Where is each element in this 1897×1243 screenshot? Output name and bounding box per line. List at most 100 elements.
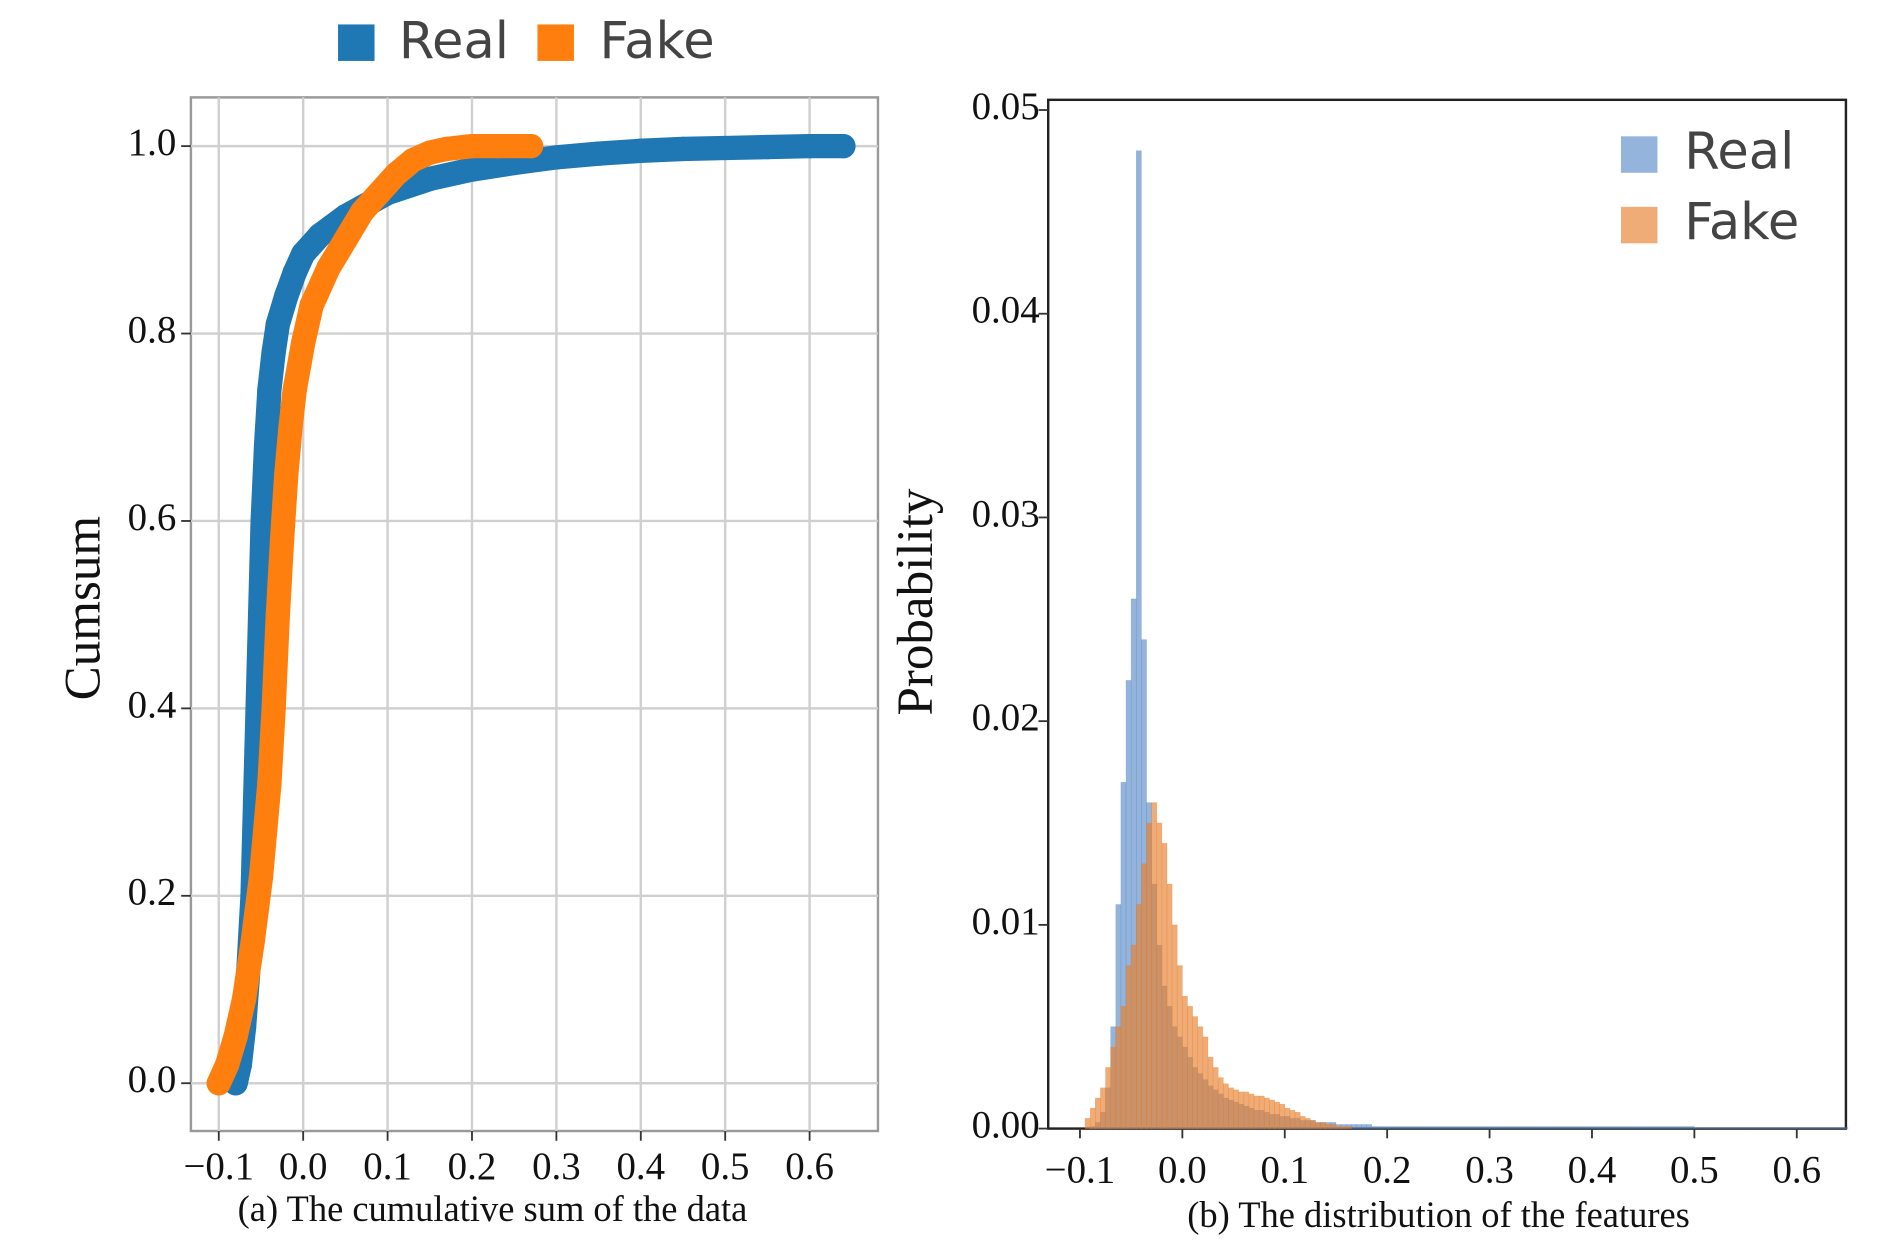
point xyxy=(713,135,738,161)
point xyxy=(586,141,611,166)
histogram-bar xyxy=(1340,1126,1347,1129)
point xyxy=(248,864,274,890)
histogram-bar xyxy=(1135,904,1142,1129)
y-axis-title: Cumsum xyxy=(54,516,111,700)
histogram-bar xyxy=(1274,1101,1280,1129)
histogram-bar xyxy=(1320,1122,1327,1129)
histogram-bar xyxy=(1310,1120,1316,1129)
point xyxy=(274,283,299,309)
histogram-bar xyxy=(1243,1091,1250,1129)
plot-area xyxy=(1046,98,1848,1130)
point xyxy=(265,312,291,337)
legend-label: Fake xyxy=(1684,193,1799,252)
histogram-bar xyxy=(1228,1087,1234,1129)
histogram-bar xyxy=(1796,1127,1849,1129)
histogram-bar xyxy=(1238,1091,1245,1129)
histogram-bar xyxy=(1279,1103,1286,1129)
histogram-bar xyxy=(1141,863,1147,1129)
x-tick-label: 0.3 xyxy=(532,1145,581,1188)
x-tick-label: −0.1 xyxy=(183,1145,254,1188)
legend-swatch xyxy=(1620,206,1658,244)
point xyxy=(628,138,653,163)
point xyxy=(831,133,856,159)
histogram-bar xyxy=(1212,1067,1219,1129)
x-tick-label: 0.6 xyxy=(1772,1148,1821,1191)
histogram-bar xyxy=(1233,1089,1239,1129)
histogram-bar xyxy=(1315,1122,1321,1129)
point xyxy=(307,222,333,248)
x-tick-label: 0.2 xyxy=(1363,1148,1412,1191)
histogram-bar xyxy=(1269,1099,1275,1129)
histogram-bar xyxy=(1151,802,1158,1129)
point xyxy=(485,133,510,159)
histogram-bar xyxy=(1694,1127,1746,1129)
point xyxy=(231,986,257,1012)
histogram-bar xyxy=(1166,883,1173,1129)
y-tick-label: 0.05 xyxy=(972,85,1040,128)
point xyxy=(282,260,307,285)
histogram-bar xyxy=(1304,1118,1311,1129)
histogram-bar xyxy=(1366,1124,1373,1129)
histogram-bar xyxy=(1110,1046,1117,1129)
histogram-bar xyxy=(1248,1093,1255,1129)
legend-label: Real xyxy=(399,12,509,71)
point xyxy=(223,1024,248,1049)
point xyxy=(269,527,295,552)
point xyxy=(459,157,485,182)
histogram-bar xyxy=(1197,1026,1204,1129)
histogram-bar xyxy=(1325,1124,1332,1129)
point xyxy=(383,162,409,187)
x-tick-label: 0.5 xyxy=(701,1145,750,1188)
histogram-bar xyxy=(1171,924,1178,1129)
histogram-bar xyxy=(1100,1087,1106,1129)
point xyxy=(755,134,780,160)
x-tick-label: 0.0 xyxy=(279,1145,328,1188)
y-tick-label: 0.01 xyxy=(972,900,1040,943)
point xyxy=(206,1071,231,1096)
histogram-bar xyxy=(1217,1077,1224,1129)
histogram-bar xyxy=(1187,1006,1193,1129)
x-tick-label: −0.1 xyxy=(1045,1148,1116,1191)
histogram-bar xyxy=(1120,1006,1127,1129)
histogram-bar xyxy=(1284,1107,1291,1129)
point xyxy=(544,145,569,170)
histogram-bar xyxy=(1330,1124,1337,1129)
point xyxy=(350,199,375,224)
point xyxy=(299,293,324,318)
x-tick-label: 0.1 xyxy=(1260,1148,1309,1191)
histogram-bar xyxy=(1381,1126,1388,1129)
histogram-bar xyxy=(1192,1016,1199,1129)
caption: (b) The distribution of the features xyxy=(1187,1194,1690,1235)
legend-swatch xyxy=(537,24,574,61)
histogram-bar xyxy=(1253,1095,1260,1129)
histogram-bar xyxy=(1125,965,1132,1129)
point xyxy=(257,771,282,796)
point xyxy=(278,415,303,440)
histogram-bar xyxy=(1489,1126,1542,1129)
point xyxy=(366,180,392,206)
histogram-bar xyxy=(1642,1126,1695,1129)
y-tick-label: 0.03 xyxy=(972,492,1040,535)
point xyxy=(261,340,286,365)
y-tick-label: 1.0 xyxy=(128,121,177,164)
histogram-bar xyxy=(1263,1097,1270,1129)
histogram-bar xyxy=(1161,843,1168,1129)
caption: (a) The cumulative sum of the data xyxy=(238,1188,748,1229)
x-tick-label: 0.5 xyxy=(1670,1148,1719,1191)
histogram-bar xyxy=(1258,1095,1265,1129)
point xyxy=(316,255,341,281)
point xyxy=(417,166,442,192)
histogram-bar xyxy=(1202,1036,1209,1129)
point xyxy=(670,136,696,162)
y-tick-label: 0.4 xyxy=(128,683,177,726)
histogram-bar xyxy=(1371,1126,1378,1129)
histogram-bar xyxy=(1345,1126,1352,1129)
x-tick-label: 0.2 xyxy=(448,1145,497,1188)
histogram-bar xyxy=(1356,1124,1362,1129)
histogram-bar xyxy=(1105,1067,1111,1129)
legend-swatch xyxy=(1620,136,1658,173)
histogram-bar xyxy=(1540,1126,1593,1129)
point xyxy=(291,330,316,356)
